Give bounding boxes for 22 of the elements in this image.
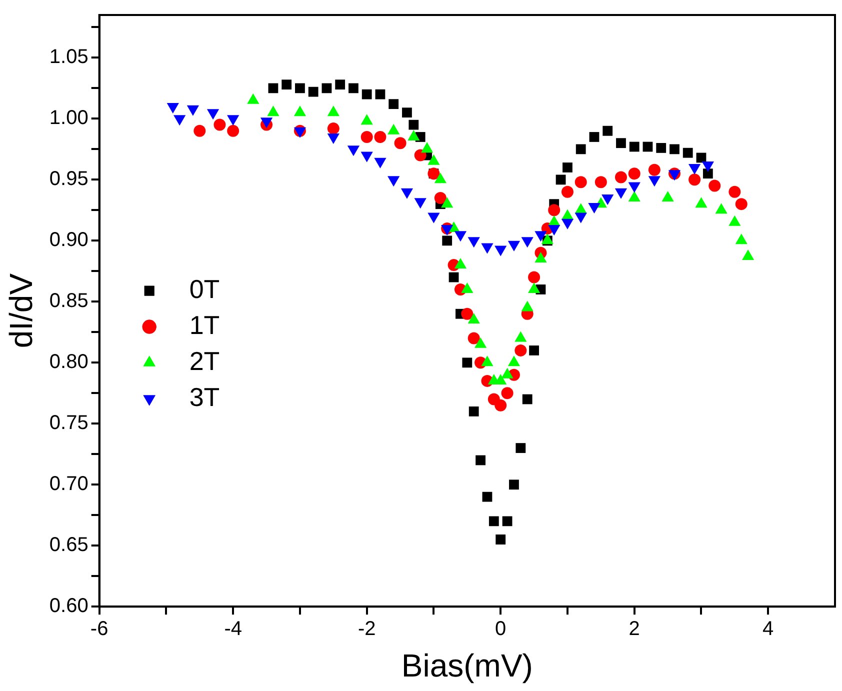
y-tick-label: 0.70 [49,473,88,496]
y-tick-label: 0.80 [49,351,88,374]
y-tick-label: 0.65 [49,534,88,556]
y-tick-label: 1.05 [49,46,88,68]
x-axis-title: Bias(mV) [401,648,533,684]
y-tick-label: 1.00 [49,107,88,130]
y-tick-label: 0.95 [49,168,88,190]
legend-label: 0T [189,274,220,304]
x-tick-label: -2 [358,618,376,640]
x-tick-label: 4 [762,618,774,640]
legend-label: 2T [189,346,220,376]
x-tick-label: 2 [628,618,640,640]
y-tick-label: 0.90 [49,229,88,252]
y-axis-title: dI/dV [3,272,40,348]
y-tick-label: 0.60 [49,595,88,618]
y-tick-label: 0.75 [49,412,88,434]
y-tick-label: 0.85 [49,290,88,312]
x-tick-label: -6 [90,618,108,640]
legend-label: 1T [189,310,220,340]
x-tick-label: -4 [224,618,242,640]
x-tick-label: 0 [495,618,506,640]
legend-label: 3T [189,382,220,412]
